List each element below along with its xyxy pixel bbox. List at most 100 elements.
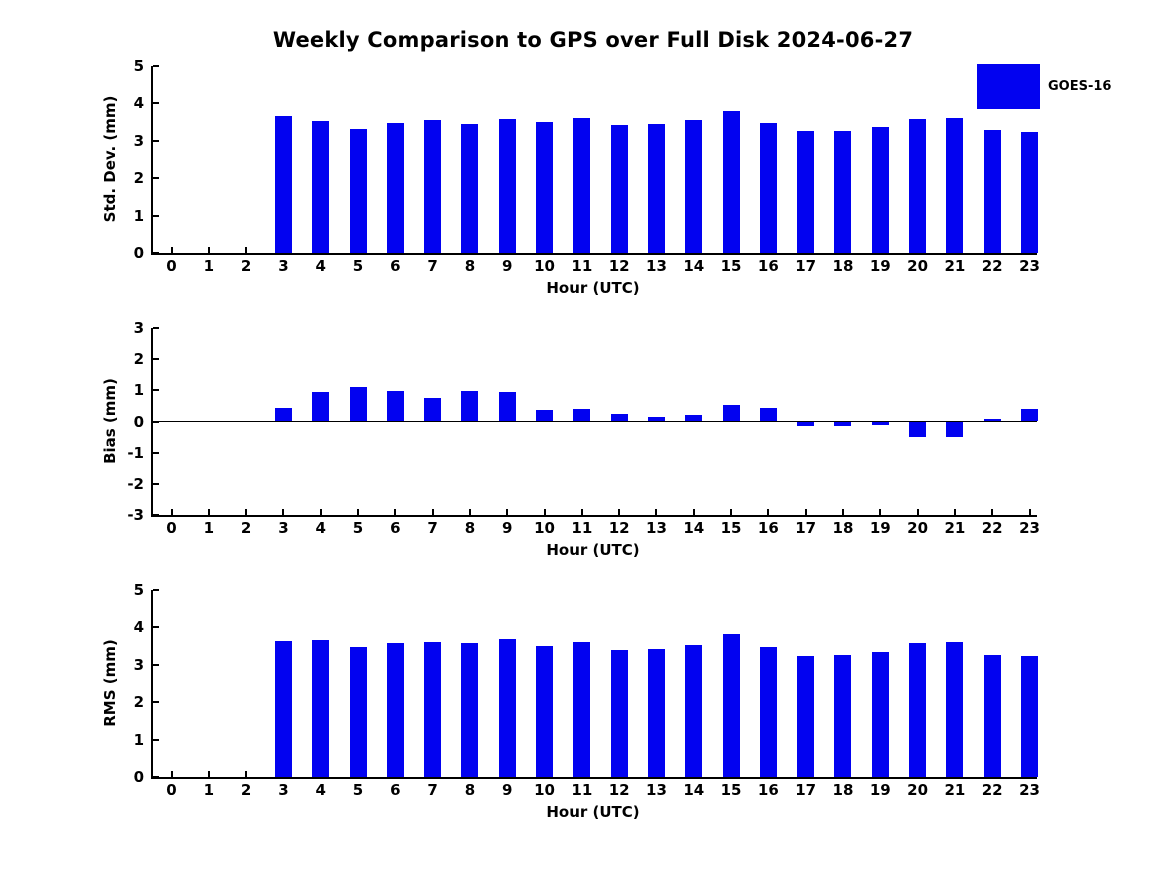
bar-hour-4 xyxy=(312,391,330,422)
x-tick-label: 19 xyxy=(869,519,891,537)
y-tick-label: 0 xyxy=(133,768,144,786)
x-tick-label: 22 xyxy=(981,519,1003,537)
x-tick xyxy=(431,509,434,515)
y-axis-label-rms: RMS (mm) xyxy=(101,639,119,727)
bar-hour-3 xyxy=(274,640,292,777)
bar-hour-5 xyxy=(349,128,367,253)
x-tick-label: 0 xyxy=(166,257,177,275)
x-tick xyxy=(207,771,210,777)
bar-hour-16 xyxy=(759,123,777,253)
y-tick xyxy=(153,701,159,704)
x-tick xyxy=(170,247,173,253)
x-tick-label: 1 xyxy=(203,781,215,799)
bar-hour-21 xyxy=(946,641,964,777)
bar-hour-22 xyxy=(983,129,1001,253)
bar-hour-10 xyxy=(536,122,554,253)
bar-hour-19 xyxy=(871,421,889,426)
bar-hour-22 xyxy=(983,655,1001,777)
y-tick xyxy=(153,327,159,329)
x-tick-label: 16 xyxy=(757,781,779,799)
x-tick xyxy=(543,509,546,515)
bar-hour-7 xyxy=(424,641,442,777)
x-tick-label: 16 xyxy=(757,257,779,275)
bar-hour-23 xyxy=(1021,655,1038,777)
bar-hour-9 xyxy=(498,119,516,253)
x-tick-label: 10 xyxy=(534,519,555,537)
chart-title: Weekly Comparison to GPS over Full Disk … xyxy=(272,28,914,52)
y-tick-label: 1 xyxy=(133,381,144,400)
x-tick-label: 17 xyxy=(795,781,817,799)
y-tick xyxy=(153,663,159,666)
x-tick-label: 23 xyxy=(1019,781,1040,799)
bar-hour-8 xyxy=(461,642,479,777)
bar-hour-21 xyxy=(946,118,964,253)
x-tick-label: 7 xyxy=(427,781,438,799)
x-tick-label: 6 xyxy=(390,781,401,799)
bar-hour-11 xyxy=(573,641,591,777)
x-tick-label: 4 xyxy=(315,257,326,275)
y-tick-label: 4 xyxy=(133,94,144,113)
y-tick xyxy=(153,214,159,217)
x-tick-label: 11 xyxy=(571,519,593,537)
bar-hour-19 xyxy=(871,651,889,777)
x-tick-label: 15 xyxy=(720,257,742,275)
x-tick-label: 12 xyxy=(608,257,630,275)
y-tick xyxy=(153,482,159,485)
x-tick-label: 2 xyxy=(240,257,252,275)
y-tick xyxy=(153,776,159,778)
y-tick-label: 5 xyxy=(133,57,144,75)
x-tick xyxy=(207,247,210,253)
y-tick xyxy=(153,589,159,591)
bar-hour-15 xyxy=(722,111,740,253)
plot-area-bias: -3 -2 -1 0 1 2 3 0 1 2 3 4 5 6 7 8 9 10 11 12 13 14 15 16 17 18 19… xyxy=(127,319,1040,537)
x-tick xyxy=(730,509,733,515)
bar-hour-5 xyxy=(349,646,367,777)
x-tick xyxy=(394,509,397,515)
x-tick-label: 18 xyxy=(832,519,854,537)
x-tick xyxy=(282,509,285,515)
x-tick xyxy=(916,509,919,515)
bar-hour-13 xyxy=(647,417,665,422)
x-tick-label: 8 xyxy=(464,519,476,537)
bar-hour-22 xyxy=(983,419,1001,422)
x-tick-label: 0 xyxy=(166,519,177,537)
x-tick-label: 11 xyxy=(571,257,593,275)
bar-hour-9 xyxy=(498,638,516,777)
y-tick xyxy=(153,451,159,454)
x-tick-label: 20 xyxy=(907,519,929,537)
x-tick xyxy=(170,509,173,515)
x-tick-label: 10 xyxy=(534,257,555,275)
x-axis-label-hour-utc: Hour (UTC) xyxy=(546,541,640,559)
x-tick xyxy=(841,509,844,515)
bar-hour-6 xyxy=(386,390,404,422)
x-tick-label: 5 xyxy=(352,257,364,275)
x-tick-label: 22 xyxy=(981,257,1003,275)
x-tick-label: 1 xyxy=(203,519,215,537)
x-tick-label: 6 xyxy=(390,519,401,537)
x-tick xyxy=(357,509,360,515)
x-tick-label: 17 xyxy=(795,257,817,275)
bar-hour-9 xyxy=(498,391,516,422)
y-tick-label: -2 xyxy=(127,474,144,493)
y-tick-label: 1 xyxy=(133,206,144,225)
bar-hour-3 xyxy=(274,408,292,422)
x-tick-label: 23 xyxy=(1019,519,1040,537)
x-tick-label: 3 xyxy=(278,257,289,275)
bar-hour-14 xyxy=(685,644,703,777)
bar-hour-18 xyxy=(834,421,852,427)
subplot-bias: Bias (mm) -3 -2 -1 0 1 2 3 0 1 2 3 4 5 6 7 8 9 10 11 12 13 14… xyxy=(0,319,1167,568)
plot-area-rms: 0 1 2 3 4 5 0 1 2 3 4 5 6 7 8 9 10 11 12 13 14 15 16 17 18 19 20 21… xyxy=(134,581,1040,799)
x-tick-label: 6 xyxy=(390,257,401,275)
x-tick xyxy=(506,509,509,515)
bar-hour-18 xyxy=(834,654,852,777)
y-tick-label: 2 xyxy=(133,169,144,188)
x-tick xyxy=(245,247,248,253)
y-tick-label: 2 xyxy=(133,693,144,712)
bar-hour-6 xyxy=(386,123,404,253)
x-tick-label: 4 xyxy=(315,519,326,537)
y-tick-label: 0 xyxy=(133,412,144,431)
y-tick-label: 3 xyxy=(133,319,144,337)
y-tick-label: 4 xyxy=(133,618,144,637)
x-tick-label: 9 xyxy=(502,781,513,799)
